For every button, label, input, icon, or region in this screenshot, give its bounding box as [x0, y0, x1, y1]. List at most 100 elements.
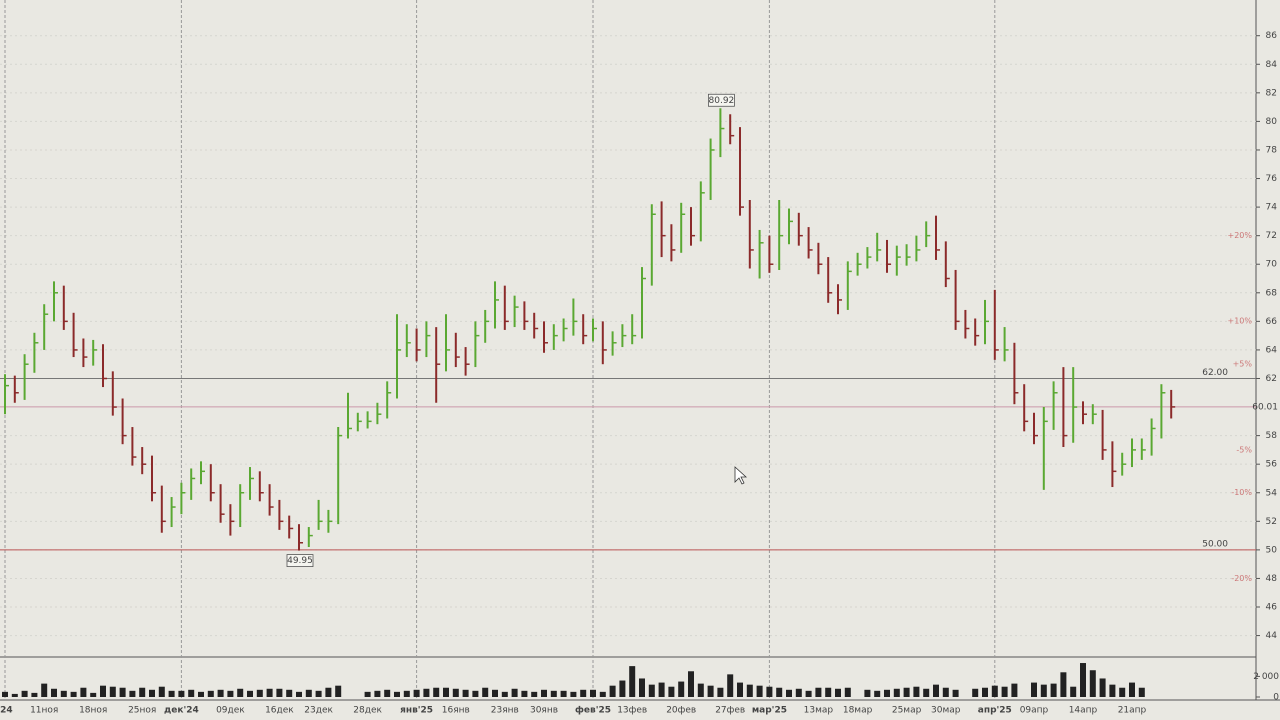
volume-bar: [80, 687, 87, 697]
y-tick-label: 70: [1266, 260, 1278, 270]
level-label: 60.01: [1252, 402, 1278, 412]
volume-bar: [668, 686, 675, 697]
x-tick-label: мар'25: [752, 706, 787, 716]
volume-bar: [452, 688, 459, 697]
percent-label: +5%: [1233, 360, 1253, 369]
y-tick-label: 64: [1266, 345, 1278, 355]
volume-bar: [139, 687, 146, 697]
volume-bar: [433, 687, 440, 697]
x-tick-label: 23дек: [304, 706, 333, 716]
volume-bar: [590, 689, 596, 697]
volume-bar: [1129, 682, 1135, 697]
y-tick-label: 72: [1266, 231, 1277, 241]
y-tick-label: 86: [1266, 31, 1278, 41]
volume-bar: [276, 688, 283, 697]
volume-bar: [501, 691, 508, 697]
x-tick-label: 09дек: [216, 706, 245, 716]
volume-bar: [893, 688, 900, 697]
volume-bar: [541, 689, 547, 697]
y-tick-label: 58: [1266, 431, 1278, 441]
volume-bar: [835, 688, 841, 697]
volume-bar: [1080, 663, 1086, 697]
volume-bar: [443, 687, 449, 697]
volume-bar: [933, 684, 939, 697]
volume-bar: [227, 690, 234, 697]
volume-bar: [619, 680, 626, 697]
x-tick-label: 30янв: [530, 706, 558, 716]
y-tick-label: 68: [1266, 288, 1278, 298]
volume-bar: [639, 678, 645, 697]
mouse-cursor: [734, 466, 748, 485]
volume-bar: [609, 685, 616, 697]
volume-bar: [237, 688, 244, 697]
volume-bar: [776, 687, 783, 697]
y-tick-label: 50: [1266, 545, 1278, 555]
x-tick-label: 28дек: [353, 706, 382, 716]
level-label: 50.00: [1202, 539, 1228, 549]
volume-bar: [756, 685, 763, 697]
volume-bar: [717, 687, 724, 697]
volume-bar: [923, 688, 930, 697]
y-tick-label: 52: [1266, 517, 1277, 527]
volume-bar: [109, 686, 116, 697]
volume-bar: [550, 690, 557, 697]
x-tick-label: 23янв: [491, 706, 519, 716]
volume-bar: [560, 690, 567, 697]
volume-bar: [41, 683, 48, 697]
x-tick-label: 11ноя: [30, 706, 58, 716]
y-tick-label: 56: [1266, 460, 1278, 470]
volume-bar: [1050, 683, 1057, 697]
volume-bar: [286, 689, 293, 697]
volume-bar: [403, 690, 410, 697]
volume-bar: [158, 686, 165, 697]
callout-label: 49.95: [287, 556, 313, 566]
volume-bar: [51, 688, 57, 697]
x-tick-label: 20фев: [666, 706, 696, 716]
volume-bar: [394, 691, 400, 697]
volume-bar: [60, 690, 67, 697]
y-tick-label: 54: [1266, 488, 1278, 498]
y-tick-label: 44: [1266, 631, 1278, 641]
volume-bar: [119, 687, 126, 697]
volume-bar: [482, 687, 489, 697]
y-tick-label: 48: [1266, 574, 1278, 584]
volume-bar: [884, 689, 890, 697]
callout-label: 80.92: [709, 96, 735, 106]
volume-bar: [1119, 687, 1126, 697]
volume-bar: [198, 691, 204, 697]
volume-bar: [942, 687, 949, 697]
x-tick-label: 13фев: [617, 706, 647, 716]
x-tick-label: '24: [0, 706, 13, 716]
volume-bar: [825, 687, 832, 697]
y-tick-label: 62: [1266, 374, 1277, 384]
volume-bar: [129, 690, 136, 697]
volume-bar: [2, 691, 8, 697]
x-tick-label: 16дек: [265, 706, 294, 716]
volume-bar: [786, 689, 792, 697]
x-tick-label: 30мар: [931, 706, 961, 716]
x-tick-label: 16янв: [442, 706, 470, 716]
volume-bar: [188, 689, 195, 697]
volume-bar: [31, 692, 38, 697]
volume-bar: [100, 685, 106, 697]
volume-bar: [472, 690, 479, 697]
x-tick-label: 09апр: [1020, 706, 1049, 716]
volume-bar: [795, 688, 802, 697]
volume-bar: [256, 689, 263, 697]
volume-bar: [697, 683, 704, 697]
volume-bar: [207, 690, 214, 697]
volume-bar: [737, 682, 743, 697]
volume-bar: [364, 691, 371, 697]
volume-bar: [492, 689, 498, 697]
volume-bar: [335, 685, 342, 697]
percent-label: +10%: [1228, 317, 1253, 326]
volume-bar: [21, 690, 28, 697]
volume-bar: [629, 666, 636, 697]
volume-bar: [90, 692, 97, 697]
volume-bar: [570, 691, 577, 697]
volume-bar: [1089, 670, 1096, 697]
volume-bar: [815, 687, 822, 697]
y-tick-label: 78: [1266, 145, 1278, 155]
x-tick-label: 14апр: [1069, 706, 1098, 716]
